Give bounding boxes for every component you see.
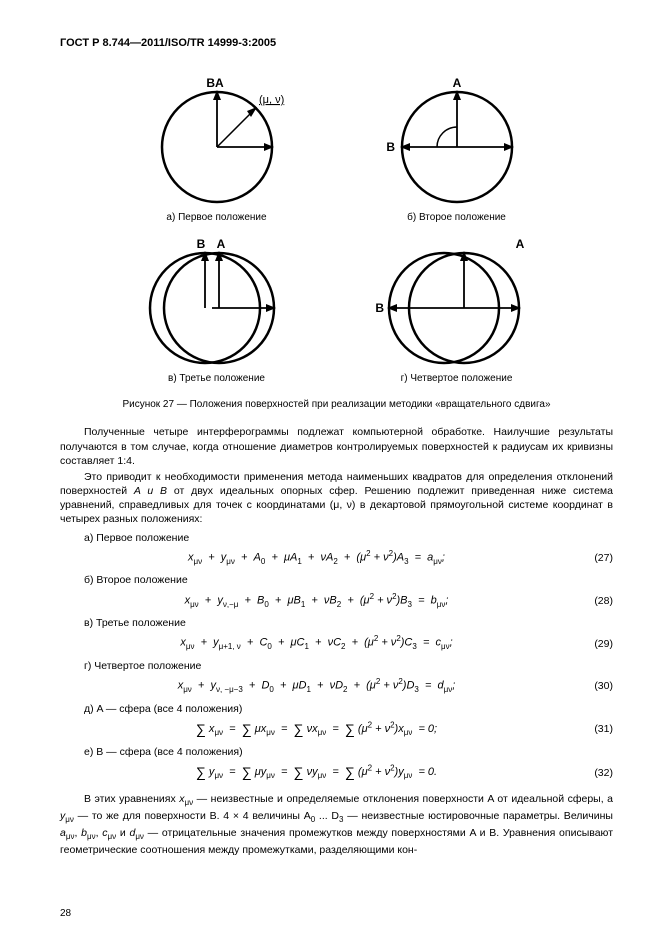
item-b: б) Второе положение xyxy=(60,573,613,587)
item-c: в) Третье положение xyxy=(60,616,613,630)
eq32-num: (32) xyxy=(573,766,613,780)
item-e: д) A — сфера (все 4 положения) xyxy=(60,702,613,716)
p3a: В этих уравнениях xyxy=(84,793,179,805)
label-A: A xyxy=(452,76,461,90)
caption-b: б) Второе положение xyxy=(357,211,557,225)
equation-31: ∑ xμν = ∑ μxμν = ∑ νxμν = ∑ (μ2 + ν2)xμν… xyxy=(60,720,613,739)
caption-d: г) Четвертое положение xyxy=(357,372,557,386)
page-number: 28 xyxy=(60,907,71,921)
figure-a: BA (μ, ν) а) Первое положение xyxy=(117,69,317,225)
eq29-num: (29) xyxy=(573,637,613,651)
diagram-a: BA (μ, ν) xyxy=(137,69,297,209)
equation-32: ∑ yμν = ∑ μyμν = ∑ νyμν = ∑ (μ2 + ν2)yμν… xyxy=(60,763,613,782)
equation-30: xμν + yν, −μ−3 + D0 + μD1 + νD2 + (μ2 + … xyxy=(60,677,613,696)
paragraph-3: В этих уравнениях xμν — неизвестные и оп… xyxy=(60,792,613,857)
eq31-num: (31) xyxy=(573,722,613,736)
diagram-c: B A xyxy=(127,230,307,370)
eq30-body: xμν + yν, −μ−3 + D0 + μD1 + νD2 + (μ2 + … xyxy=(60,677,573,696)
label-B3: B xyxy=(375,301,384,315)
paragraph-1: Полученные четыре интерферограммы подлеж… xyxy=(60,425,613,468)
diagram-b: A B xyxy=(377,69,537,209)
p3e: — неизвестные юстировочные параметры. Ве… xyxy=(343,810,613,822)
label-mu-nu: (μ, ν) xyxy=(259,94,284,106)
p3f: — отрицательные значения промежутков меж… xyxy=(60,827,613,856)
p2ab: A и B xyxy=(134,485,167,497)
figure-row-2: B A в) Третье положение A B г) Четвертое… xyxy=(60,230,613,386)
item-d: г) Четвертое положение xyxy=(60,659,613,673)
p3d: ... D xyxy=(315,810,339,822)
caption-c: в) Третье положение xyxy=(117,372,317,386)
diagram-d: A B xyxy=(362,230,552,370)
p3c: — то же для поверхности B. 4 × 4 величин… xyxy=(74,810,311,822)
eq27-body: xμν + yμν + A0 + μA1 + νA2 + (μ2 + ν2)A3… xyxy=(60,549,573,568)
label-A2: A xyxy=(216,237,225,251)
p3b: — неизвестные и определяемые отклонения … xyxy=(193,793,613,805)
label-A3: A xyxy=(515,237,524,251)
paragraph-2: Это приводит к необходимости применения … xyxy=(60,470,613,527)
equation-28: xμν + yν,−μ + B0 + μB1 + νB2 + (μ2 + ν2)… xyxy=(60,592,613,611)
equation-29: xμν + yμ+1, ν + C0 + μC1 + νC2 + (μ2 + ν… xyxy=(60,634,613,653)
label-B2: B xyxy=(196,237,205,251)
eq27-num: (27) xyxy=(573,551,613,565)
item-a: а) Первое положение xyxy=(60,531,613,545)
figure-b: A B б) Второе положение xyxy=(357,69,557,225)
eq31-body: ∑ xμν = ∑ μxμν = ∑ νxμν = ∑ (μ2 + ν2)xμν… xyxy=(60,720,573,739)
label-BA: BA xyxy=(206,76,224,90)
figure-caption: Рисунок 27 — Положения поверхностей при … xyxy=(60,398,613,412)
eq30-num: (30) xyxy=(573,679,613,693)
eq28-body: xμν + yν,−μ + B0 + μB1 + νB2 + (μ2 + ν2)… xyxy=(60,592,573,611)
label-B: B xyxy=(386,140,395,154)
figure-d: A B г) Четвертое положение xyxy=(357,230,557,386)
eq32-body: ∑ yμν = ∑ μyμν = ∑ νyμν = ∑ (μ2 + ν2)yμν… xyxy=(60,763,573,782)
caption-a: а) Первое положение xyxy=(117,211,317,225)
eq29-body: xμν + yμ+1, ν + C0 + μC1 + νC2 + (μ2 + ν… xyxy=(60,634,573,653)
figure-row-1: BA (μ, ν) а) Первое положение A B б) Вто… xyxy=(60,69,613,225)
figure-c: B A в) Третье положение xyxy=(117,230,317,386)
eq28-num: (28) xyxy=(573,594,613,608)
doc-header: ГОСТ Р 8.744—2011/ISO/TR 14999-3:2005 xyxy=(60,36,613,51)
equation-27: xμν + yμν + A0 + μA1 + νA2 + (μ2 + ν2)A3… xyxy=(60,549,613,568)
item-f: е) B — сфера (все 4 положения) xyxy=(60,745,613,759)
